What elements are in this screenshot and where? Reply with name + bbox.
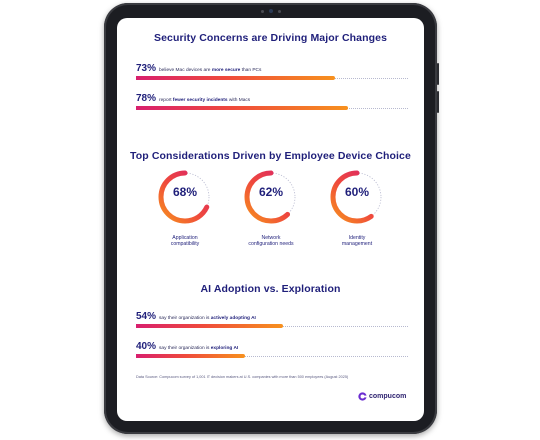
stat-percent: 40% xyxy=(136,341,157,352)
donut-svg xyxy=(158,170,212,224)
stat-percent: 54% xyxy=(136,311,157,322)
data-source-note: Data Source: Compucom survey of 1,001 IT… xyxy=(136,375,349,379)
volume-button xyxy=(437,63,439,85)
donut-chart: 68% Application compatibility xyxy=(157,169,213,248)
donut-arc xyxy=(158,170,212,224)
volume-button xyxy=(437,91,439,113)
donut-chart: 60% Identity management xyxy=(329,169,385,248)
stat-row: 73% believe Mac devices are more secure … xyxy=(136,63,408,80)
donut-chart: 62% Network configuration needs xyxy=(243,169,299,248)
bar-track xyxy=(136,76,408,80)
section-title-security: Security Concerns are Driving Major Chan… xyxy=(153,32,388,44)
stat-row: 54% say their organization is actively a… xyxy=(136,311,408,328)
stat-description: report fewer security incidents with Mac… xyxy=(159,98,251,103)
bar-track xyxy=(136,354,408,358)
compucom-logo: compucom xyxy=(358,392,406,401)
donut-percent: 60% xyxy=(344,185,370,199)
donut-label: Application compatibility xyxy=(170,235,200,248)
donut-arc xyxy=(330,170,384,224)
section-title-considerations: Top Considerations Driven by Employee De… xyxy=(130,150,411,162)
stat-row: 78% report fewer security incidents with… xyxy=(136,93,408,110)
infographic-screen: Security Concerns are Driving Major Chan… xyxy=(117,18,424,421)
bar-fill xyxy=(136,106,349,110)
donut-label: Network configuration needs xyxy=(248,235,294,248)
bar-track xyxy=(136,106,408,110)
stat-description: believe Mac devices are more secure than… xyxy=(159,68,262,73)
bar-fill xyxy=(136,354,245,358)
stat-description: say their organization is exploring AI xyxy=(159,346,239,351)
camera-cluster xyxy=(260,9,281,13)
section-title-ai: AI Adoption vs. Exploration xyxy=(200,283,341,295)
donut-percent: 62% xyxy=(258,185,284,199)
donut-svg xyxy=(330,170,384,224)
sensor-dot xyxy=(277,9,281,13)
donut-arc xyxy=(244,170,298,224)
compucom-logo-icon xyxy=(358,392,367,401)
logo-text: compucom xyxy=(369,393,407,400)
sensor-dot xyxy=(260,9,264,13)
stat-row: 40% say their organization is exploring … xyxy=(136,341,408,358)
bar-fill xyxy=(136,324,283,328)
bar-track xyxy=(136,324,408,328)
stat-percent: 78% xyxy=(136,93,157,104)
donut-svg xyxy=(244,170,298,224)
camera-lens-icon xyxy=(268,9,273,13)
donut-percent: 68% xyxy=(172,185,198,199)
donut-label: Identity management xyxy=(341,235,373,248)
bar-fill xyxy=(136,76,335,80)
stat-percent: 73% xyxy=(136,63,157,74)
stat-description: say their organization is actively adopt… xyxy=(159,316,256,321)
